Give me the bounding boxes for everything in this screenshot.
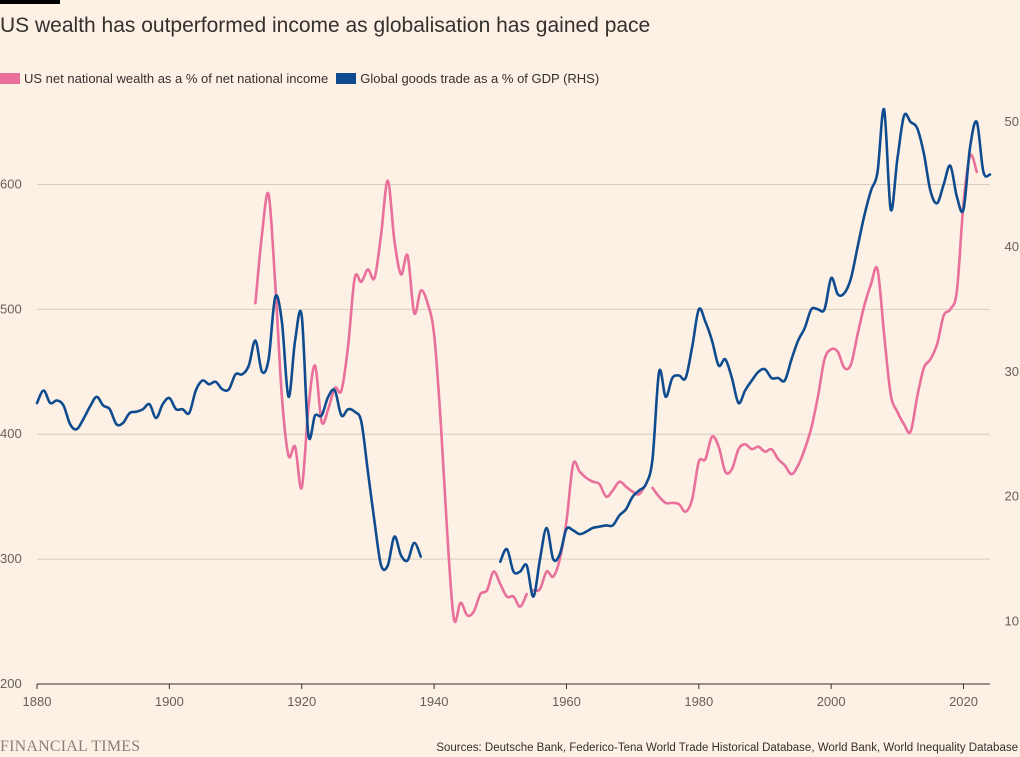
x-tick-2020: 2020 [949,694,978,709]
y-right-tick-20: 20 [1005,489,1019,504]
y-left-tick-500: 500 [0,301,22,316]
y-right-tick-30: 30 [1005,364,1019,379]
series-line-wealth-0 [254,179,528,623]
legend: US net national wealth as a % of net nat… [0,71,599,86]
source-note: Sources: Deutsche Bank, Federico-Tena Wo… [436,742,1018,754]
y-left-tick-200: 200 [0,676,22,691]
legend-item-trade: Global goods trade as a % of GDP (RHS) [336,71,599,86]
y-left-tick-300: 300 [0,551,22,566]
x-tick-1940: 1940 [420,694,449,709]
series-line-trade-1 [499,108,992,598]
x-tick-1920: 1920 [287,694,316,709]
legend-swatch-wealth [0,73,20,84]
series-line-trade-0 [35,294,423,572]
chart-title: US wealth has outperformed income as glo… [0,14,651,37]
x-tick-1960: 1960 [552,694,581,709]
x-tick-2000: 2000 [817,694,846,709]
x-tick-1900: 1900 [155,694,184,709]
x-tick-1880: 1880 [23,694,52,709]
y-right-tick-40: 40 [1005,239,1019,254]
legend-swatch-trade [336,73,357,84]
legend-label-trade: Global goods trade as a % of GDP (RHS) [360,71,600,86]
x-tick-1980: 1980 [684,694,713,709]
y-left-tick-600: 600 [0,176,22,191]
ft-top-bar [0,0,60,4]
y-left-tick-400: 400 [0,426,22,441]
y-right-tick-10: 10 [1005,614,1019,629]
legend-item-wealth: US net national wealth as a % of net nat… [0,71,328,86]
ft-brand: FINANCIAL TIMES [0,738,141,755]
legend-label-wealth: US net national wealth as a % of net nat… [24,71,329,86]
y-right-tick-50: 50 [1005,114,1019,129]
series-line-wealth-1 [532,460,648,593]
series-line-wealth-2 [651,153,979,514]
